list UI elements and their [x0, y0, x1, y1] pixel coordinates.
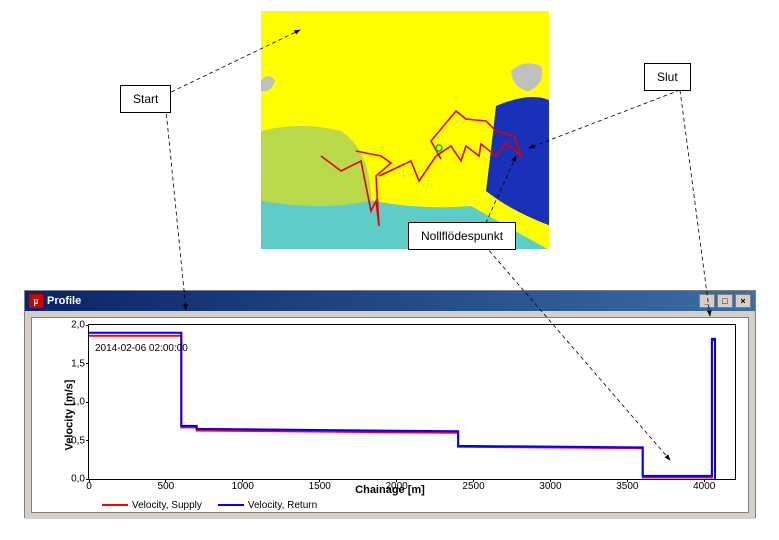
minimize-button[interactable]: _: [699, 294, 715, 308]
noll-label: Nollflödespunkt: [408, 222, 516, 250]
profile-window: µ Profile _ □ × Velocity [m/s] Chainage …: [24, 290, 756, 518]
slut-label: Slut: [644, 63, 691, 91]
map-panel: [260, 10, 550, 250]
x-tick-label: 0: [86, 481, 92, 492]
y-tick-label: 2,0: [71, 320, 85, 331]
legend-item: Velocity, Return: [218, 500, 317, 511]
plot-frame: Velocity [m/s] Chainage [m] 2014-02-06 0…: [31, 317, 749, 513]
plot-area: 2014-02-06 02:00:00 0,00,51,01,52,005001…: [88, 324, 736, 480]
legend-swatch: [218, 504, 244, 506]
y-tick-label: 1,5: [71, 358, 85, 369]
x-tick-label: 3000: [539, 481, 561, 492]
start-label: Start: [120, 85, 171, 113]
x-tick-label: 4000: [693, 481, 715, 492]
maximize-button[interactable]: □: [717, 294, 733, 308]
legend-swatch: [102, 504, 128, 506]
x-tick-label: 2000: [385, 481, 407, 492]
x-tick-label: 500: [158, 481, 175, 492]
map-svg: [261, 11, 550, 250]
close-button[interactable]: ×: [735, 294, 751, 308]
y-tick-label: 0,0: [71, 474, 85, 485]
y-tick-label: 0,5: [71, 435, 85, 446]
titlebar[interactable]: µ Profile _ □ ×: [25, 291, 755, 311]
y-tick-label: 1,0: [71, 397, 85, 408]
profile-body: Velocity [m/s] Chainage [m] 2014-02-06 0…: [25, 311, 755, 519]
x-tick-label: 2500: [462, 481, 484, 492]
app-icon: µ: [29, 294, 43, 308]
x-tick-label: 1000: [232, 481, 254, 492]
window-title: Profile: [47, 295, 81, 307]
timestamp-text: 2014-02-06 02:00:00: [95, 343, 188, 354]
legend-item: Velocity, Supply: [102, 500, 202, 511]
x-tick-label: 1500: [309, 481, 331, 492]
x-tick-label: 3500: [616, 481, 638, 492]
legend: Velocity, Supply Velocity, Return: [102, 500, 317, 511]
